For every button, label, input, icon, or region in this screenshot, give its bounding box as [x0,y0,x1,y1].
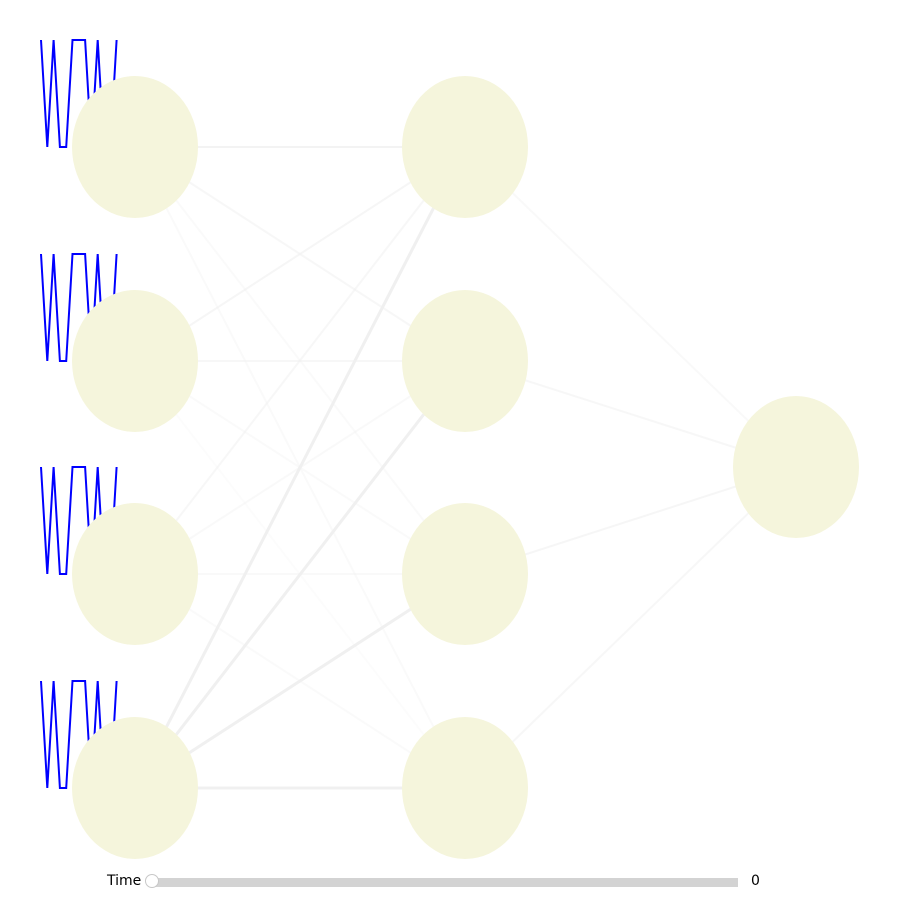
connection-edge [134,146,466,362]
time-slider-handle[interactable] [145,874,159,888]
time-slider-control: Time 0 [0,868,900,896]
input-neuron [72,290,198,432]
connection-edge [134,572,466,790]
connection-edge [133,360,467,789]
connection-edge [464,466,797,789]
hidden-neuron [402,290,528,432]
input-neuron [72,503,198,645]
connection-edge [464,146,797,468]
hidden-neuron [402,717,528,859]
input-neuron [72,717,198,859]
time-value: 0 [751,873,760,889]
output-neuron [733,396,859,538]
time-label: Time [107,873,142,889]
hidden-neuron [402,503,528,645]
nodes-layer [72,76,859,859]
connection-edge [134,146,466,575]
hidden-neuron [402,76,528,218]
connection-edge [133,146,467,789]
time-slider-track[interactable] [153,878,738,887]
edges-layer [133,146,797,790]
input-neuron [72,76,198,218]
